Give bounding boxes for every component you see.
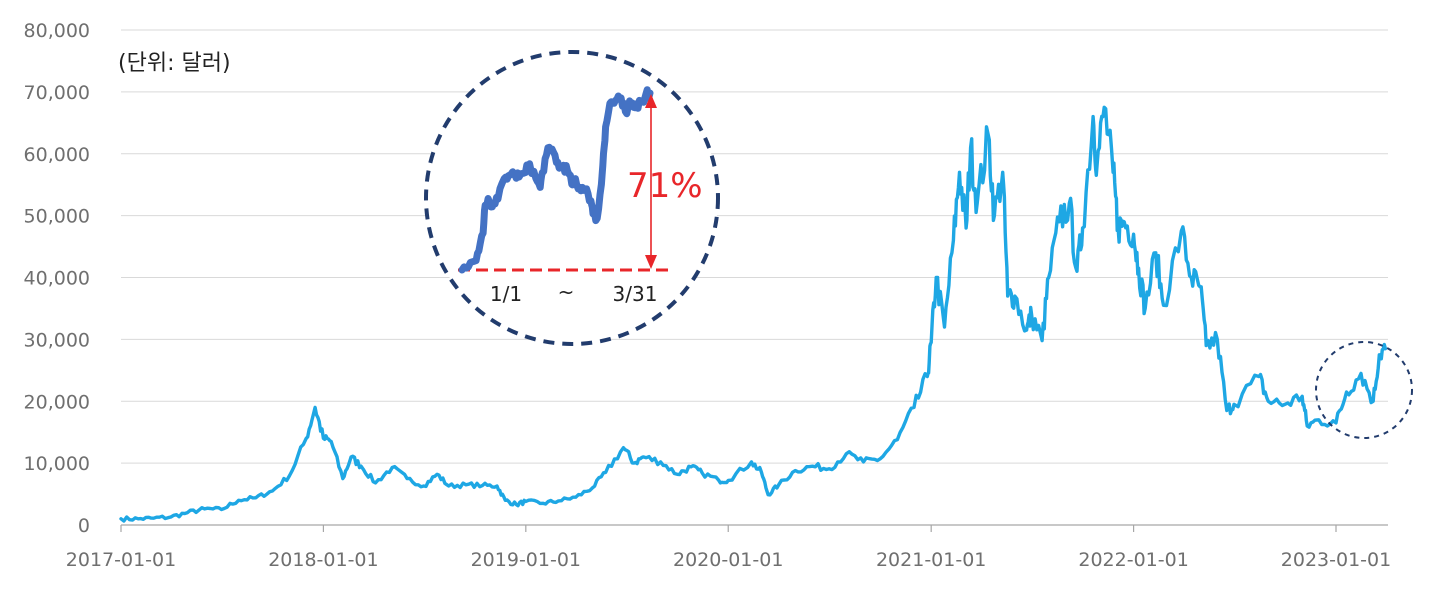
x-tick-label: 2019-01-01 — [471, 549, 581, 571]
q1-2023-callout: 71% 1/1 ~3/31 — [424, 50, 1413, 439]
x-tick-label: 2018-01-01 — [268, 549, 378, 571]
inset-range-separator: ~ — [558, 280, 575, 304]
change-arrow-head-down — [645, 255, 657, 269]
series-line — [119, 105, 1388, 523]
unit-label: (단위: 달러) — [118, 51, 231, 76]
x-tick-label: 2020-01-01 — [673, 549, 783, 571]
y-tick-label: 20,000 — [24, 391, 90, 413]
price-series — [119, 105, 1388, 523]
inset-start-label: 1/1 — [490, 282, 522, 306]
y-tick-label: 70,000 — [24, 82, 90, 104]
x-axis: 2017-01-01 2018-01-01 2019-01-01 2020-01-01… — [66, 524, 1391, 571]
y-gridlines — [121, 29, 1388, 464]
inset-series-line — [458, 86, 654, 274]
y-tick-label: 80,000 — [24, 20, 90, 42]
y-tick-label: 10,000 — [24, 453, 90, 475]
change-percent-label: 71% — [627, 166, 703, 206]
x-tick-label: 2021-01-01 — [876, 549, 986, 571]
x-tick-label: 2022-01-01 — [1078, 549, 1188, 571]
inset-end-label: 3/31 — [613, 282, 658, 306]
y-tick-label: 50,000 — [24, 206, 90, 228]
y-tick-label: 60,000 — [24, 144, 90, 166]
highlight-circle-small — [1315, 341, 1413, 439]
x-tick-label: 2023-01-01 — [1281, 549, 1391, 571]
y-tick-label: 0 — [78, 515, 90, 537]
y-tick-label: 40,000 — [24, 268, 90, 290]
change-arrow-head-up — [645, 94, 657, 108]
y-tick-label: 30,000 — [24, 329, 90, 351]
y-axis-tick-labels: 0 10,000 20,000 30,000 40,000 50,000 60,000 70,… — [24, 20, 90, 537]
x-tick-label: 2017-01-01 — [66, 549, 176, 571]
